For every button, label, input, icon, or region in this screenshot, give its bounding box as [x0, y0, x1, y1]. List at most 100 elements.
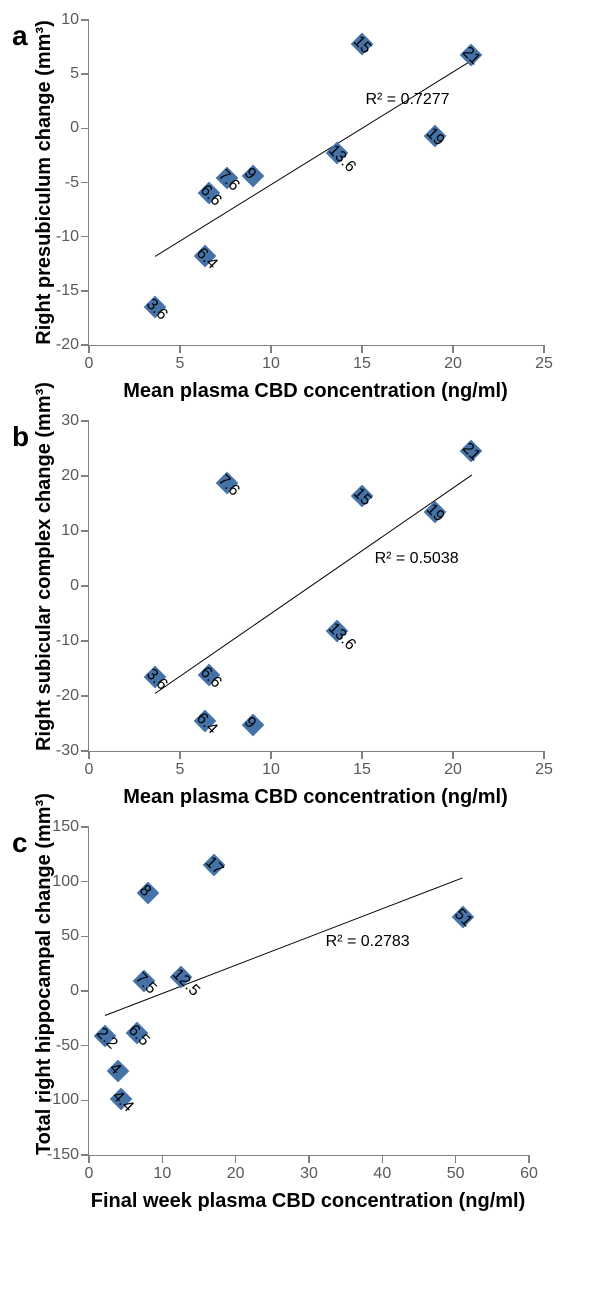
y-tick	[81, 236, 89, 238]
y-tick-label: -5	[65, 174, 79, 192]
y-tick	[81, 420, 89, 422]
y-tick	[81, 585, 89, 587]
chart-outer: -30-20-10010203005101520253.66.46.67.691…	[88, 421, 583, 809]
data-marker: 4	[107, 1059, 130, 1082]
data-marker: 19	[423, 125, 446, 148]
y-tick-label: 100	[52, 873, 79, 891]
data-marker: 3.6	[143, 296, 166, 319]
x-tick	[528, 1155, 530, 1163]
data-marker: 9	[241, 714, 264, 737]
plot-area: -150-100-5005010015001020304050602.244.4…	[88, 827, 529, 1156]
x-tick-label: 40	[373, 1165, 391, 1183]
x-tick-label: 25	[535, 355, 553, 373]
x-tick-label: 60	[520, 1165, 538, 1183]
data-marker: 8	[136, 881, 159, 904]
x-tick-label: 10	[153, 1165, 171, 1183]
panel-letter: a	[12, 20, 28, 52]
y-tick-label: 10	[61, 522, 79, 540]
y-tick-label: 0	[70, 577, 79, 595]
x-tick-label: 10	[262, 761, 280, 779]
x-tick-label: 0	[85, 355, 94, 373]
y-tick	[81, 73, 89, 75]
panel-c: c-150-100-5005010015001020304050602.244.…	[10, 827, 583, 1213]
data-marker: 7.6	[216, 167, 239, 190]
data-marker: 51	[452, 905, 475, 928]
data-marker: 6.5	[125, 1021, 148, 1044]
y-tick-label: 150	[52, 818, 79, 836]
y-tick-label: 5	[70, 65, 79, 83]
y-tick	[81, 881, 89, 883]
x-tick	[88, 751, 90, 759]
y-tick	[81, 640, 89, 642]
x-tick	[88, 1155, 90, 1163]
x-tick	[88, 345, 90, 353]
data-marker: 3.6	[143, 665, 166, 688]
x-tick	[382, 1155, 384, 1163]
x-tick-label: 5	[176, 355, 185, 373]
x-tick	[270, 345, 272, 353]
data-marker: 17	[202, 854, 225, 877]
x-tick-label: 5	[176, 761, 185, 779]
data-marker: 6.4	[194, 709, 217, 732]
x-tick-label: 10	[262, 355, 280, 373]
y-tick	[81, 695, 89, 697]
y-tick-label: -15	[56, 282, 79, 300]
chart-outer: -20-15-10-5051005101520253.66.46.67.6913…	[88, 20, 583, 403]
data-marker: 15	[351, 485, 374, 508]
x-axis-title: Final week plasma CBD concentration (ng/…	[88, 1190, 528, 1213]
plot-area: -20-15-10-5051005101520253.66.46.67.6913…	[88, 20, 544, 346]
panel-b: b-30-20-10010203005101520253.66.46.67.69…	[10, 421, 583, 809]
y-tick	[81, 128, 89, 130]
y-tick	[81, 19, 89, 21]
x-tick-label: 0	[85, 761, 94, 779]
y-axis-title: Right presubiculum change (mm³)	[33, 20, 56, 345]
x-tick	[543, 345, 545, 353]
data-marker: 12.5	[169, 965, 192, 988]
data-marker: 4.4	[110, 1088, 133, 1111]
y-tick	[81, 182, 89, 184]
y-tick-label: 20	[61, 467, 79, 485]
y-tick-label: -10	[56, 632, 79, 650]
x-tick	[452, 345, 454, 353]
data-marker: 13.6	[325, 620, 348, 643]
y-tick	[81, 826, 89, 828]
r-squared-label: R² = 0.2783	[326, 933, 410, 951]
x-tick-label: 25	[535, 761, 553, 779]
x-tick-label: 20	[444, 761, 462, 779]
y-tick-label: -30	[56, 742, 79, 760]
x-tick-label: 0	[85, 1165, 94, 1183]
y-tick-label: 0	[70, 119, 79, 137]
x-tick-label: 15	[353, 355, 371, 373]
data-marker: 2.2	[94, 1024, 117, 1047]
y-tick	[81, 990, 89, 992]
y-tick-label: -20	[56, 336, 79, 354]
y-axis-title: Right subicular complex change (mm³)	[33, 421, 56, 751]
x-tick	[361, 345, 363, 353]
data-marker: 21	[460, 43, 483, 66]
plot-area: -30-20-10010203005101520253.66.46.67.691…	[88, 421, 544, 752]
y-tick	[81, 290, 89, 292]
data-marker: 9	[241, 165, 264, 188]
y-tick-label: 10	[61, 11, 79, 29]
panel-letter: c	[12, 827, 28, 859]
x-tick-label: 20	[227, 1165, 245, 1183]
x-tick	[452, 751, 454, 759]
r-squared-label: R² = 0.5038	[375, 550, 459, 568]
y-tick	[81, 936, 89, 938]
r-squared-label: R² = 0.7277	[365, 91, 449, 109]
trendline	[154, 475, 471, 694]
y-tick	[81, 475, 89, 477]
x-axis-title: Mean plasma CBD concentration (ng/ml)	[88, 786, 543, 809]
y-tick	[81, 1100, 89, 1102]
y-tick-label: 50	[61, 927, 79, 945]
x-tick	[179, 751, 181, 759]
data-marker: 13.6	[325, 142, 348, 165]
x-tick	[361, 751, 363, 759]
data-marker: 21	[460, 439, 483, 462]
data-marker: 15	[351, 33, 374, 56]
figure-column: a-20-15-10-5051005101520253.66.46.67.691…	[0, 0, 593, 1241]
data-marker: 6.6	[198, 664, 221, 687]
y-tick-label: -20	[56, 687, 79, 705]
x-tick	[162, 1155, 164, 1163]
x-tick-label: 50	[447, 1165, 465, 1183]
